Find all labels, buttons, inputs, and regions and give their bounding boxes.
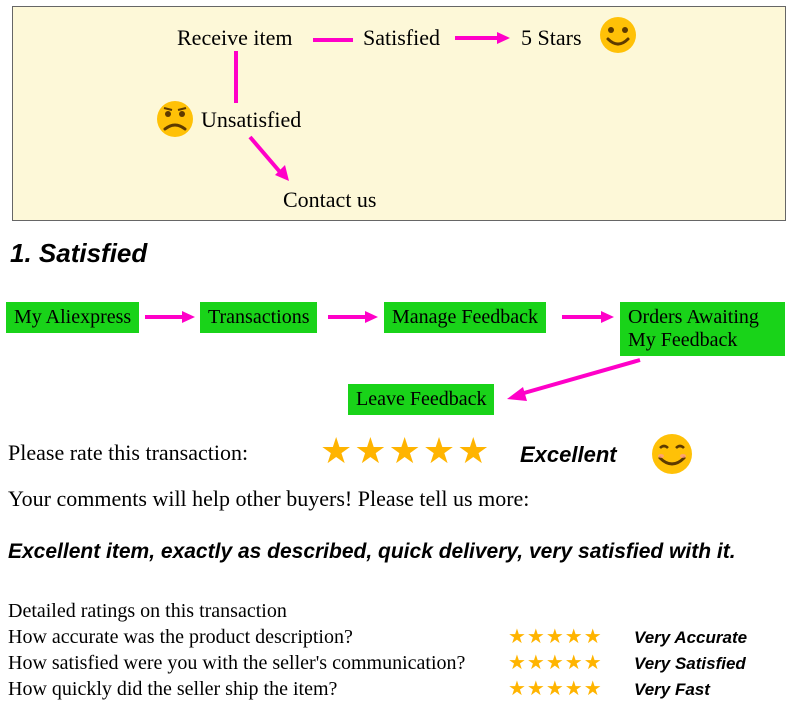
node-unsatisfied: Unsatisfied xyxy=(201,107,301,133)
rating-prompt: Please rate this transaction: xyxy=(8,440,248,466)
btn-leave[interactable]: Leave Feedback xyxy=(348,384,494,415)
happy-smiley-icon xyxy=(598,15,638,55)
arrow-nav-1 xyxy=(145,310,195,324)
section-heading: 1. Satisfied xyxy=(10,238,147,269)
arrow-nav-2 xyxy=(328,310,378,324)
detail-label-2: Very Fast xyxy=(634,680,710,700)
flowchart-box: Receive item Satisfied 5 Stars Unsatisfi… xyxy=(12,6,786,221)
rating-smiley-icon xyxy=(650,432,694,476)
node-satisfied: Satisfied xyxy=(363,25,440,51)
btn-orders[interactable]: Orders Awaiting My Feedback xyxy=(620,302,785,356)
arrow-unsatisfied-contact xyxy=(245,137,295,187)
btn-transactions[interactable]: Transactions xyxy=(200,302,317,333)
detail-label-0: Very Accurate xyxy=(634,628,747,648)
node-contact: Contact us xyxy=(283,187,377,213)
btn-aliexpress[interactable]: My Aliexpress xyxy=(6,302,139,333)
details-heading: Detailed ratings on this transaction xyxy=(8,600,287,623)
arrow-nav-3 xyxy=(562,310,614,324)
arrow-satisfied-stars xyxy=(455,31,510,45)
detail-q-2: How quickly did the seller ship the item… xyxy=(8,678,337,701)
comments-prompt: Your comments will help other buyers! Pl… xyxy=(8,486,529,512)
comment-text: Excellent item, exactly as described, qu… xyxy=(8,540,788,564)
node-five-stars: 5 Stars xyxy=(521,25,582,51)
detail-q-1: How satisfied were you with the seller's… xyxy=(8,652,465,675)
detail-label-1: Very Satisfied xyxy=(634,654,746,674)
btn-manage[interactable]: Manage Feedback xyxy=(384,302,546,333)
sad-smiley-icon xyxy=(155,99,195,139)
rating-stars[interactable]: ★★★★★ xyxy=(320,430,491,472)
node-receive: Receive item xyxy=(177,25,292,51)
detail-stars-0[interactable]: ★★★★★ xyxy=(508,624,603,649)
arrow-receive-satisfied xyxy=(313,35,353,45)
detail-stars-2[interactable]: ★★★★★ xyxy=(508,676,603,701)
arrow-receive-unsatisfied xyxy=(231,51,241,103)
detail-q-0: How accurate was the product description… xyxy=(8,626,353,649)
arrow-nav-4 xyxy=(505,355,645,405)
detail-stars-1[interactable]: ★★★★★ xyxy=(508,650,603,675)
rating-label: Excellent xyxy=(520,442,617,468)
